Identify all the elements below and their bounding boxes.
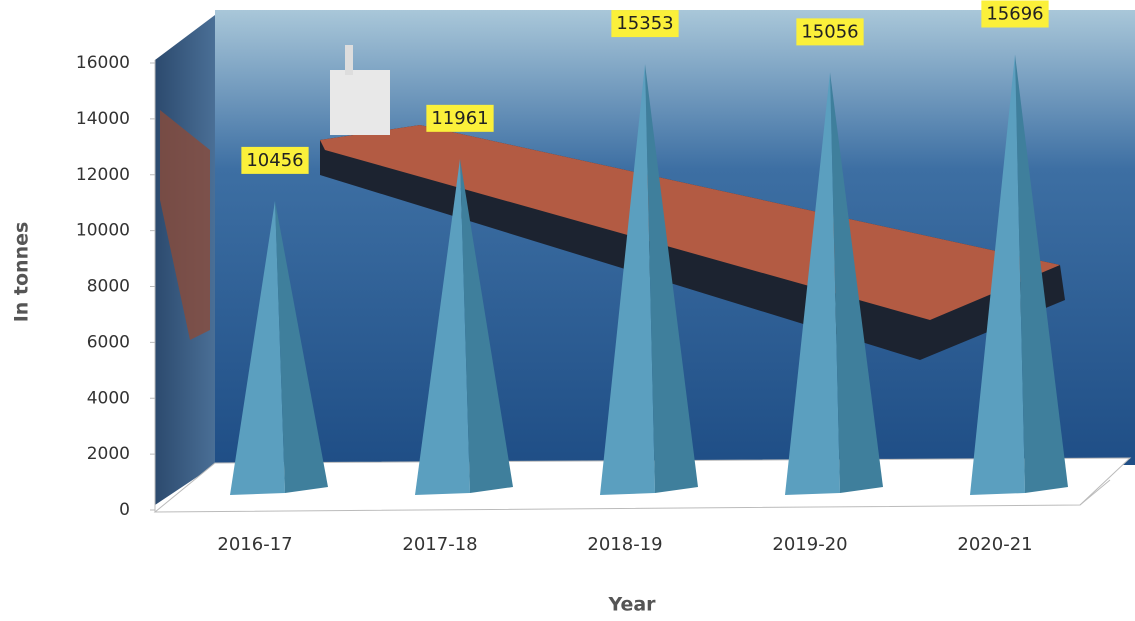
value-label: 15353 — [616, 13, 673, 34]
y-tick-label: 14000 — [76, 109, 130, 129]
x-tick-label: 2019-20 — [772, 534, 847, 555]
value-label: 15056 — [801, 21, 858, 42]
pyramid-right-face — [645, 64, 698, 493]
y-axis-title: In tonnes — [11, 222, 33, 323]
x-tick-label: 2016-17 — [217, 534, 292, 555]
value-label: 15696 — [986, 3, 1043, 24]
x-tick-label: 2017-18 — [402, 534, 477, 555]
y-tick-label: 0 — [119, 500, 130, 520]
y-tick-label: 16000 — [76, 53, 130, 73]
x-tick-label: 2020-21 — [957, 534, 1032, 555]
y-tick-label: 12000 — [76, 165, 130, 185]
pyramid-right-face — [1015, 54, 1068, 493]
value-label-box — [611, 10, 679, 38]
pyramid-left-face — [785, 72, 840, 496]
value-label-box — [796, 18, 864, 46]
pyramid-right-face — [460, 158, 513, 493]
y-tick-label: 8000 — [87, 277, 130, 297]
y-tick-label: 10000 — [76, 221, 130, 241]
pyramid-right-face — [830, 72, 883, 494]
pyramid-left-face — [230, 200, 285, 495]
value-label: 11961 — [431, 108, 488, 129]
value-label-box — [426, 104, 494, 132]
pyramid-left-face — [600, 64, 655, 495]
y-tick-label: 6000 — [87, 332, 130, 352]
y-tick-label: 4000 — [87, 388, 130, 408]
value-label-box — [241, 146, 309, 174]
x-axis-title: Year — [607, 594, 656, 616]
pyramid-right-face — [275, 200, 328, 493]
x-tick-label: 2018-19 — [587, 534, 662, 555]
pyramid-left-face — [970, 54, 1025, 495]
pyramid-left-face — [415, 158, 470, 495]
value-label-box — [981, 0, 1049, 28]
value-label: 10456 — [246, 150, 303, 171]
y-tick-label: 2000 — [87, 444, 130, 464]
